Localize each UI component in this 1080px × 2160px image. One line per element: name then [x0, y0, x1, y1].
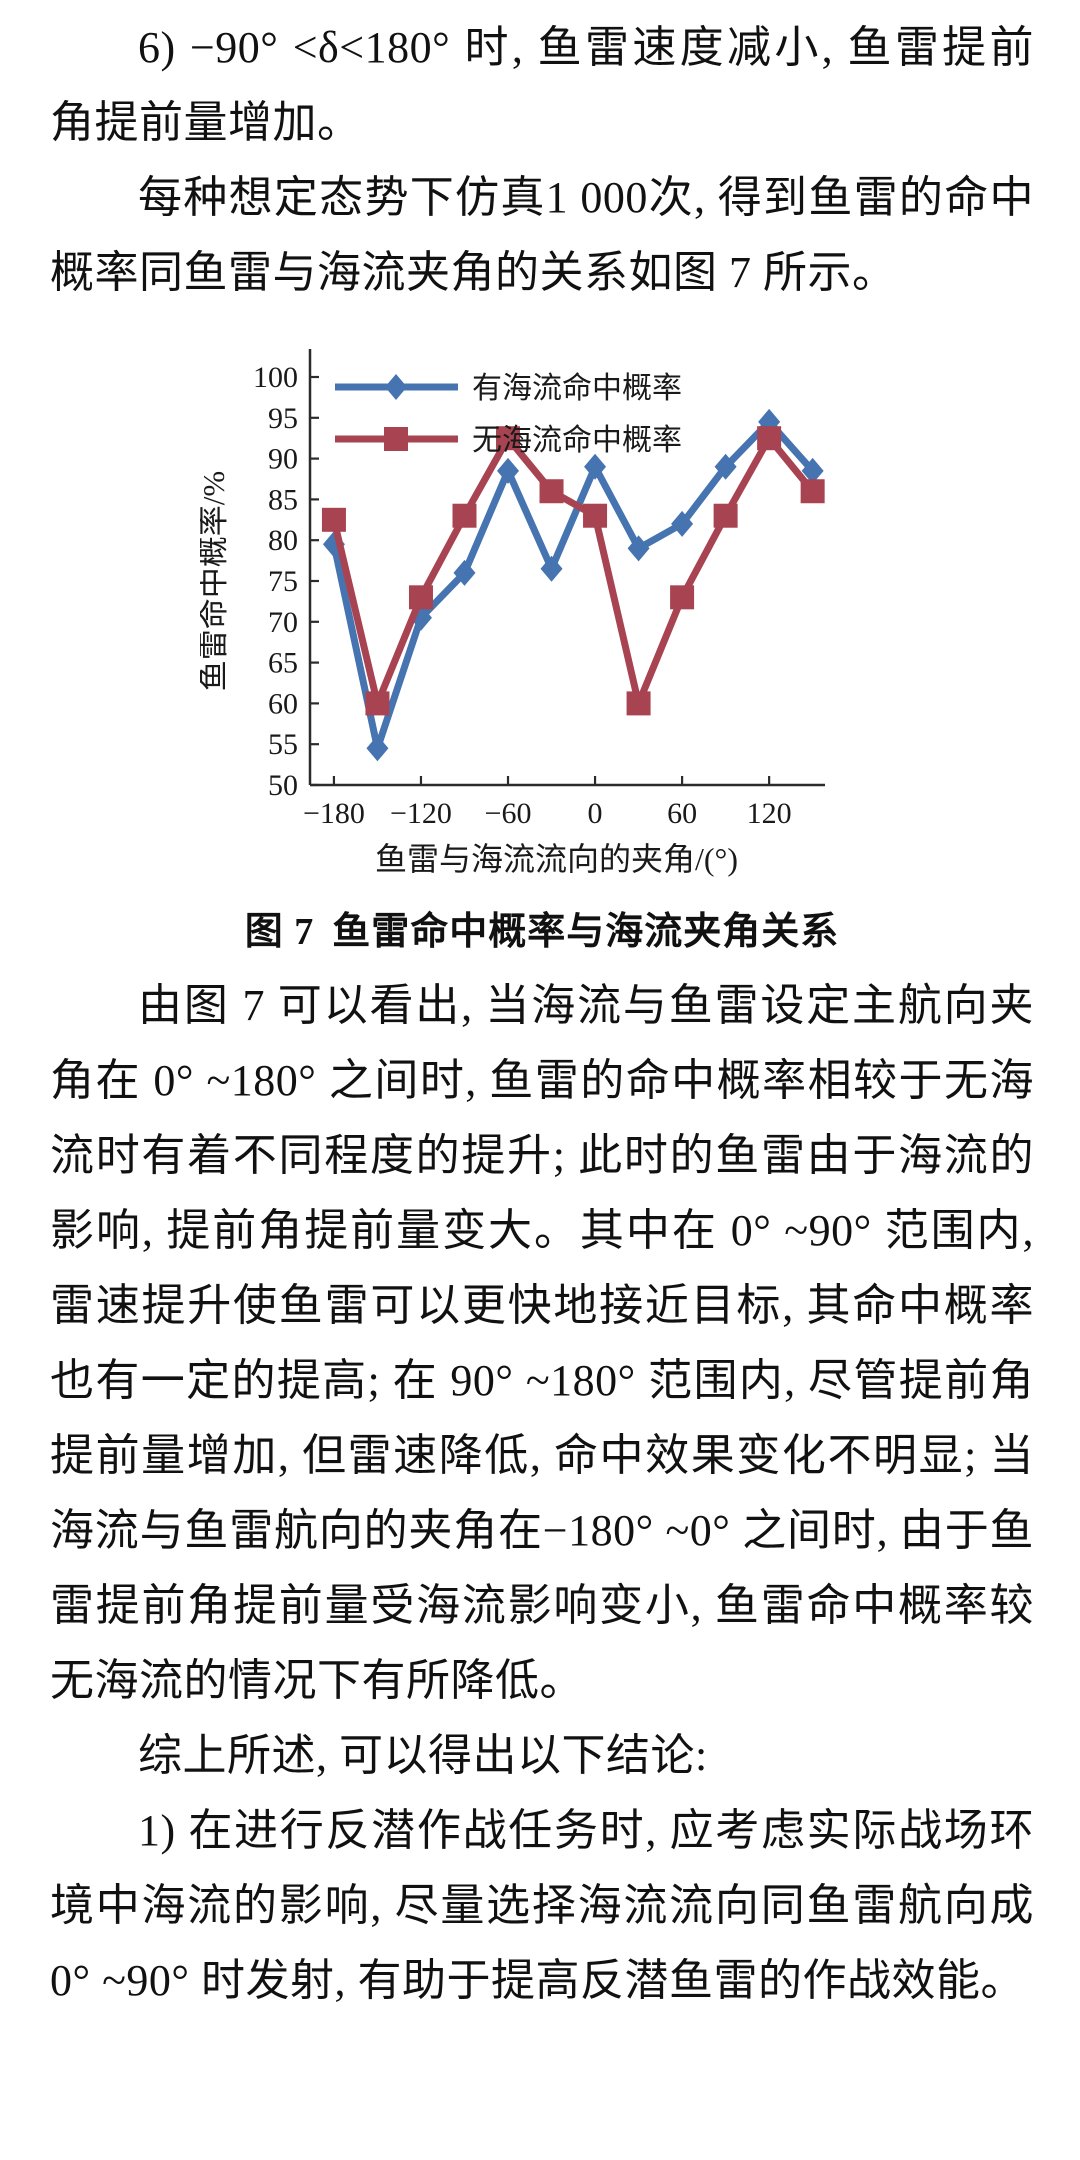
x-tick-label: 120	[747, 797, 792, 830]
paragraph-2: 每种想定态势下仿真1 000次, 得到鱼雷的命中概率同鱼雷与海流夹角的关系如图 …	[50, 173, 1034, 297]
x-tick-label: −60	[485, 797, 532, 830]
data-point	[540, 555, 563, 582]
data-point	[539, 479, 564, 504]
legend-swatch-marker	[384, 427, 408, 451]
legend-label: 有海流命中概率	[472, 372, 682, 405]
data-point	[584, 453, 607, 480]
axes: 50 55 60 65 70 75 80 85 90 95 100 −180 −120 −60 0 60 120	[253, 349, 825, 830]
paragraph-1: 6) −90° <δ<180° 时, 鱼雷速度减小, 鱼雷提前角提前量增加。	[50, 23, 1034, 147]
data-point	[583, 503, 608, 528]
line-chart: 50 55 60 65 70 75 80 85 90 95 100 −180 −120 −60 0 60 120…	[200, 349, 825, 877]
x-tick-label: 60	[667, 797, 697, 830]
y-tick-label: 95	[268, 402, 298, 435]
legend-swatch-marker	[385, 374, 407, 400]
y-tick-label: 55	[268, 728, 298, 761]
y-tick-label: 65	[268, 647, 298, 680]
y-tick-label: 75	[268, 565, 298, 598]
legend-label: 无海流命中概率	[472, 424, 682, 457]
y-axis-label: 鱼雷命中概率/%	[200, 471, 231, 691]
paragraph-5: 1) 在进行反潜作战任务时, 应考虑实际战场环境中海流的影响, 尽量选择海流流向…	[50, 1806, 1034, 2005]
data-point	[670, 585, 695, 610]
data-point	[758, 408, 781, 435]
legend-item: 无海流命中概率	[335, 424, 682, 457]
data-point	[497, 457, 520, 484]
y-tick-label: 60	[268, 687, 298, 720]
data-point	[800, 479, 825, 504]
figure-7-chart: 50 55 60 65 70 75 80 85 90 95 100 −180 −120 −60 0 60 120…	[200, 332, 950, 892]
series-line-0	[330, 418, 817, 752]
y-tick-label: 90	[268, 443, 298, 476]
series-1	[321, 426, 825, 716]
data-point	[714, 453, 737, 480]
y-tick-label: 100	[253, 361, 298, 394]
x-tick-label: 0	[588, 797, 603, 830]
data-point	[453, 559, 476, 586]
data-point	[713, 503, 738, 528]
y-tick-label: 50	[268, 769, 298, 802]
series-line-1	[330, 434, 817, 707]
figure-caption-title: 鱼雷命中概率与海流夹角关系	[332, 911, 840, 953]
x-tick-label: −180	[303, 797, 365, 830]
data-point	[801, 457, 824, 484]
y-tick-label: 85	[268, 483, 298, 516]
data-point	[408, 585, 433, 610]
y-tick-label: 80	[268, 524, 298, 557]
x-axis-label: 鱼雷与海流流向的夹角/(°)	[375, 841, 738, 877]
figure-caption-label: 图 7	[244, 911, 315, 953]
data-point	[757, 426, 782, 451]
data-point	[627, 535, 650, 562]
data-point	[496, 426, 521, 451]
data-point	[671, 510, 694, 537]
data-point	[409, 604, 432, 631]
data-point	[321, 507, 346, 532]
figure-caption: 图 7 鱼雷命中概率与海流夹角关系	[50, 906, 1034, 958]
data-point	[626, 691, 651, 716]
data-point	[452, 503, 477, 528]
y-tick-label: 70	[268, 606, 298, 639]
paragraph-4: 综上所述, 可以得出以下结论:	[138, 1731, 708, 1780]
legend-item: 有海流命中概率	[335, 372, 682, 405]
paragraph-3: 由图 7 可以看出, 当海流与鱼雷设定主航向夹角在 0° ~180° 之间时, …	[50, 981, 1034, 1705]
data-point	[366, 735, 389, 762]
data-point	[365, 691, 390, 716]
x-tick-label: −120	[390, 797, 452, 830]
series-0	[322, 408, 824, 762]
